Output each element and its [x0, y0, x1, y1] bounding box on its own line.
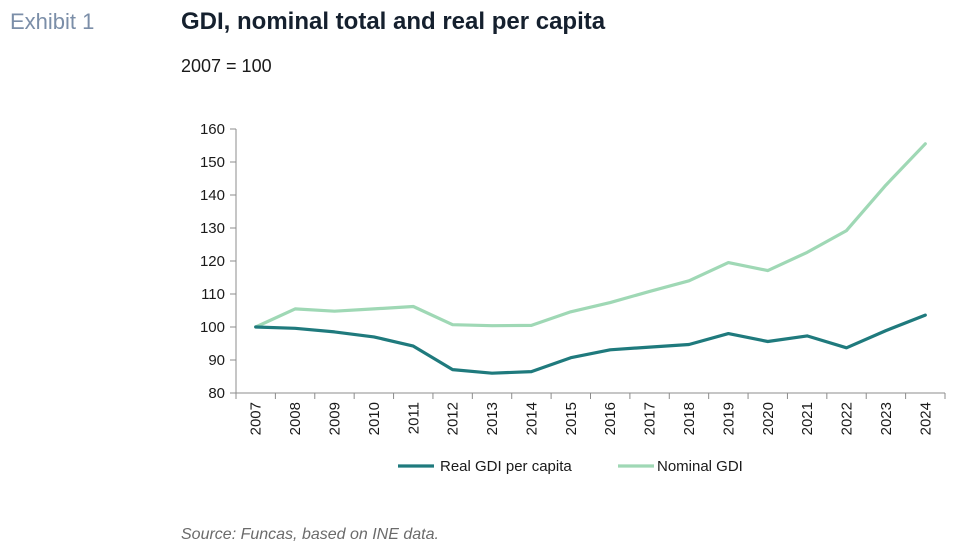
x-tick-label: 2008: [287, 402, 304, 435]
y-tick-label: 110: [201, 286, 225, 303]
x-tick-label: 2017: [642, 402, 659, 435]
x-tick-label: 2020: [760, 402, 777, 435]
x-tick-label: 2013: [484, 402, 501, 435]
series-line-real-gdi-per-capita: [254, 313, 927, 375]
x-tick-label: 2007: [248, 402, 265, 435]
x-tick-label: 2024: [917, 402, 934, 435]
exhibit-label: Exhibit 1: [10, 9, 95, 34]
y-tick-label: 100: [200, 319, 225, 336]
series-line-nominal-gdi: [254, 142, 927, 329]
x-tick-label: 2010: [366, 402, 383, 435]
legend-label: Real GDI per capita: [440, 458, 572, 475]
x-tick-label: 2023: [878, 402, 895, 435]
y-tick-label: 80: [208, 385, 225, 402]
y-tick-label: 160: [200, 121, 225, 138]
chart-axes: 80 90 100 110 120 130 140 150 160 2007 2008 2009 201…: [200, 121, 946, 435]
legend-label: Nominal GDI: [657, 458, 743, 475]
y-tick-label: 130: [200, 220, 225, 237]
chart-lines: [254, 142, 927, 375]
source-note: Source: Funcas, based on INE data.: [181, 526, 439, 543]
x-tick-label: 2015: [563, 402, 580, 435]
y-tick-label: 150: [200, 154, 225, 171]
x-tick-label: 2021: [799, 402, 816, 435]
x-tick-label: 2014: [523, 402, 540, 435]
y-tick-label: 120: [200, 253, 225, 270]
chart-subtitle: 2007 = 100: [181, 56, 272, 76]
y-tick-label: 140: [200, 187, 225, 204]
x-tick-label: 2012: [445, 402, 462, 435]
chart-legend: Real GDI per capita Nominal GDI: [398, 458, 743, 475]
x-tick-label: 2009: [326, 402, 343, 435]
x-tick-label: 2016: [602, 402, 619, 435]
chart-title: GDI, nominal total and real per capita: [181, 8, 606, 35]
y-tick-label: 90: [208, 352, 225, 369]
x-tick-label: 2018: [681, 402, 698, 435]
x-tick-label: 2011: [405, 402, 422, 434]
x-tick-label: 2022: [839, 402, 856, 435]
x-tick-label: 2019: [720, 402, 737, 435]
